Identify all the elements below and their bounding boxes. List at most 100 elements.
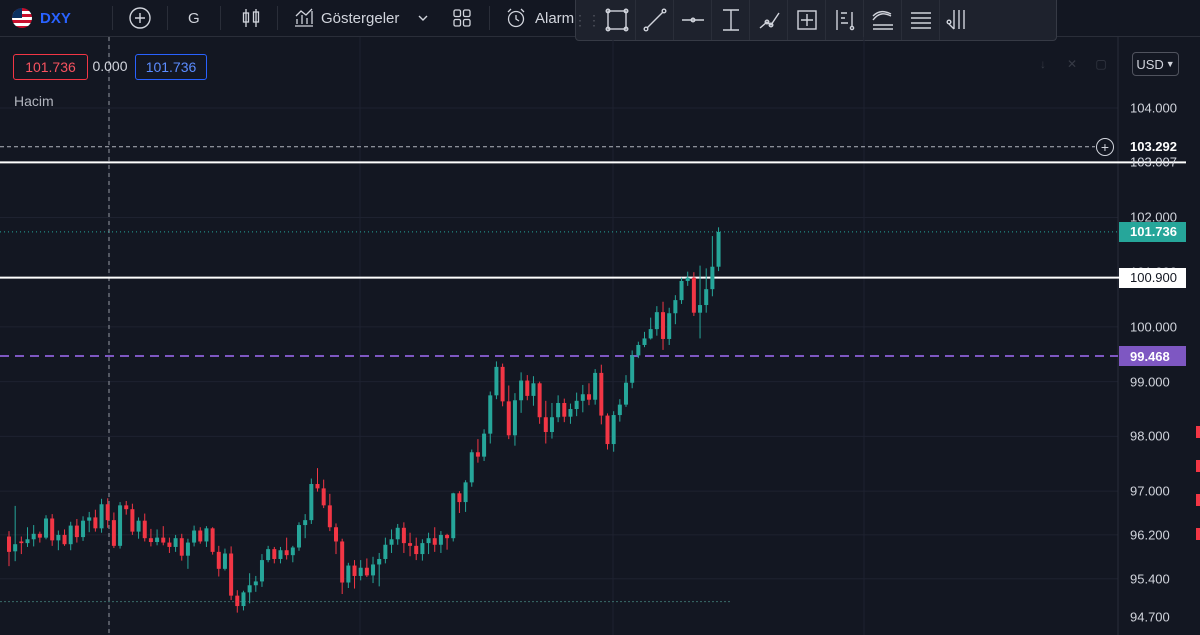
candle-body [667, 313, 672, 339]
candle-body [247, 585, 252, 593]
candle-body [155, 537, 160, 543]
candle-body [438, 534, 443, 545]
maximize-icon[interactable]: ▢ [1095, 57, 1107, 71]
candle-body [358, 567, 363, 576]
price-axis-tick: 97.000 [1130, 483, 1170, 499]
close-icon[interactable]: ✕ [1066, 57, 1078, 71]
indicators-button[interactable]: Göstergeler [293, 0, 429, 36]
path-icon [759, 12, 780, 29]
alarm-button[interactable]: Alarm [505, 0, 574, 36]
add-alert-icon[interactable]: + [1096, 137, 1114, 156]
candle-body [432, 538, 437, 545]
candle-body [50, 518, 55, 541]
candle-body [395, 527, 400, 540]
candle-body [99, 504, 104, 529]
candle-body [198, 530, 203, 542]
candle-body [364, 567, 369, 576]
candle-body [414, 545, 419, 555]
candle-body [420, 543, 425, 555]
price-axis-tick: 94.700 [1130, 609, 1170, 625]
chart-type-button[interactable] [240, 0, 262, 36]
candle-body [654, 312, 659, 330]
candle-body [408, 543, 413, 546]
candle-body [636, 344, 641, 356]
price-axis-tick: 99.000 [1130, 374, 1170, 390]
add-symbol-button[interactable] [128, 0, 152, 36]
candle-body [556, 403, 561, 418]
anchored-vwap-tool-button[interactable] [826, 0, 864, 40]
pitchfork-tool-button[interactable] [940, 0, 977, 40]
vertical-range-tool-button[interactable] [712, 0, 750, 40]
trend-line-icon [643, 8, 667, 32]
candle-body [648, 329, 653, 339]
fib-channel-tool-button[interactable] [864, 0, 902, 40]
templates-button[interactable] [452, 0, 472, 36]
price-axis-tick: 96.200 [1130, 527, 1170, 543]
candle-body [512, 400, 517, 436]
parallel-lines-tool-button[interactable] [902, 0, 940, 40]
candle-body [593, 372, 598, 400]
candle-body [111, 520, 116, 546]
price-axis-tick: 98.000 [1130, 428, 1170, 444]
candle-body [543, 417, 548, 433]
candle-body [229, 553, 234, 596]
rectangle-tool-button[interactable] [598, 0, 636, 40]
candle-body [568, 409, 573, 417]
alarm-clock-icon [507, 8, 525, 28]
horizontal-line-tool-button[interactable] [674, 0, 712, 40]
anchored-vwap-icon [835, 10, 854, 31]
candle-body [549, 417, 554, 433]
ask-price-badge[interactable]: 101.736 [135, 54, 207, 80]
bid-price-badge[interactable]: 101.736 [13, 54, 88, 80]
candle-body [611, 415, 616, 445]
candle-body [179, 538, 184, 556]
fib-channel-icon [871, 10, 893, 30]
path-tool-button[interactable] [750, 0, 788, 40]
candle-body [74, 525, 79, 538]
plus-circle-icon [129, 7, 151, 29]
price-axis-tick: 104.000 [1130, 100, 1177, 116]
candle-body [192, 530, 197, 543]
candle-body [185, 542, 190, 556]
candle-body [284, 550, 289, 556]
candle-body [383, 544, 388, 559]
alarm-label: Alarm [535, 9, 575, 27]
interval-button[interactable]: G [188, 0, 200, 36]
candle-body [580, 394, 585, 401]
candle-body [445, 534, 450, 539]
indicators-label: Göstergeler [321, 9, 400, 27]
candle-body [31, 533, 36, 540]
candle-body [624, 382, 628, 405]
candle-body [81, 520, 86, 538]
symbol-button[interactable]: DXY [12, 0, 71, 36]
currency-dropdown[interactable]: USD ▼ [1132, 52, 1179, 76]
price-tag: 99.468 [1119, 346, 1186, 367]
interval-label: G [188, 9, 200, 27]
price-axis-tick: 103.007 [1130, 154, 1177, 170]
candle-body [679, 280, 684, 301]
price-axis-tick: 95.400 [1130, 571, 1170, 587]
edge-marker [1196, 494, 1200, 506]
volume-label: Hacim [14, 93, 54, 109]
candle-body [469, 452, 474, 483]
arrow-down-icon[interactable]: ↓ [1040, 57, 1046, 71]
candle-body [506, 401, 511, 436]
candle-body [118, 505, 123, 546]
candle-body [62, 534, 67, 545]
drag-handle-icon[interactable]: ⋮⋮ [573, 11, 601, 28]
candle-body [562, 403, 567, 417]
rectangle-icon [605, 8, 629, 32]
candle-body [340, 541, 345, 583]
candle-body [691, 277, 696, 313]
candle-body [352, 565, 357, 576]
candle-body [519, 380, 524, 401]
fixed-range-tool-button[interactable] [788, 0, 826, 40]
price-chart[interactable] [0, 37, 1200, 635]
candle-body [371, 564, 376, 576]
candle-body [685, 277, 690, 281]
trend-line-tool-button[interactable] [636, 0, 674, 40]
candle-body [377, 558, 382, 565]
candle-body [494, 366, 499, 396]
candle-body [7, 536, 11, 552]
candle-body [525, 380, 530, 396]
